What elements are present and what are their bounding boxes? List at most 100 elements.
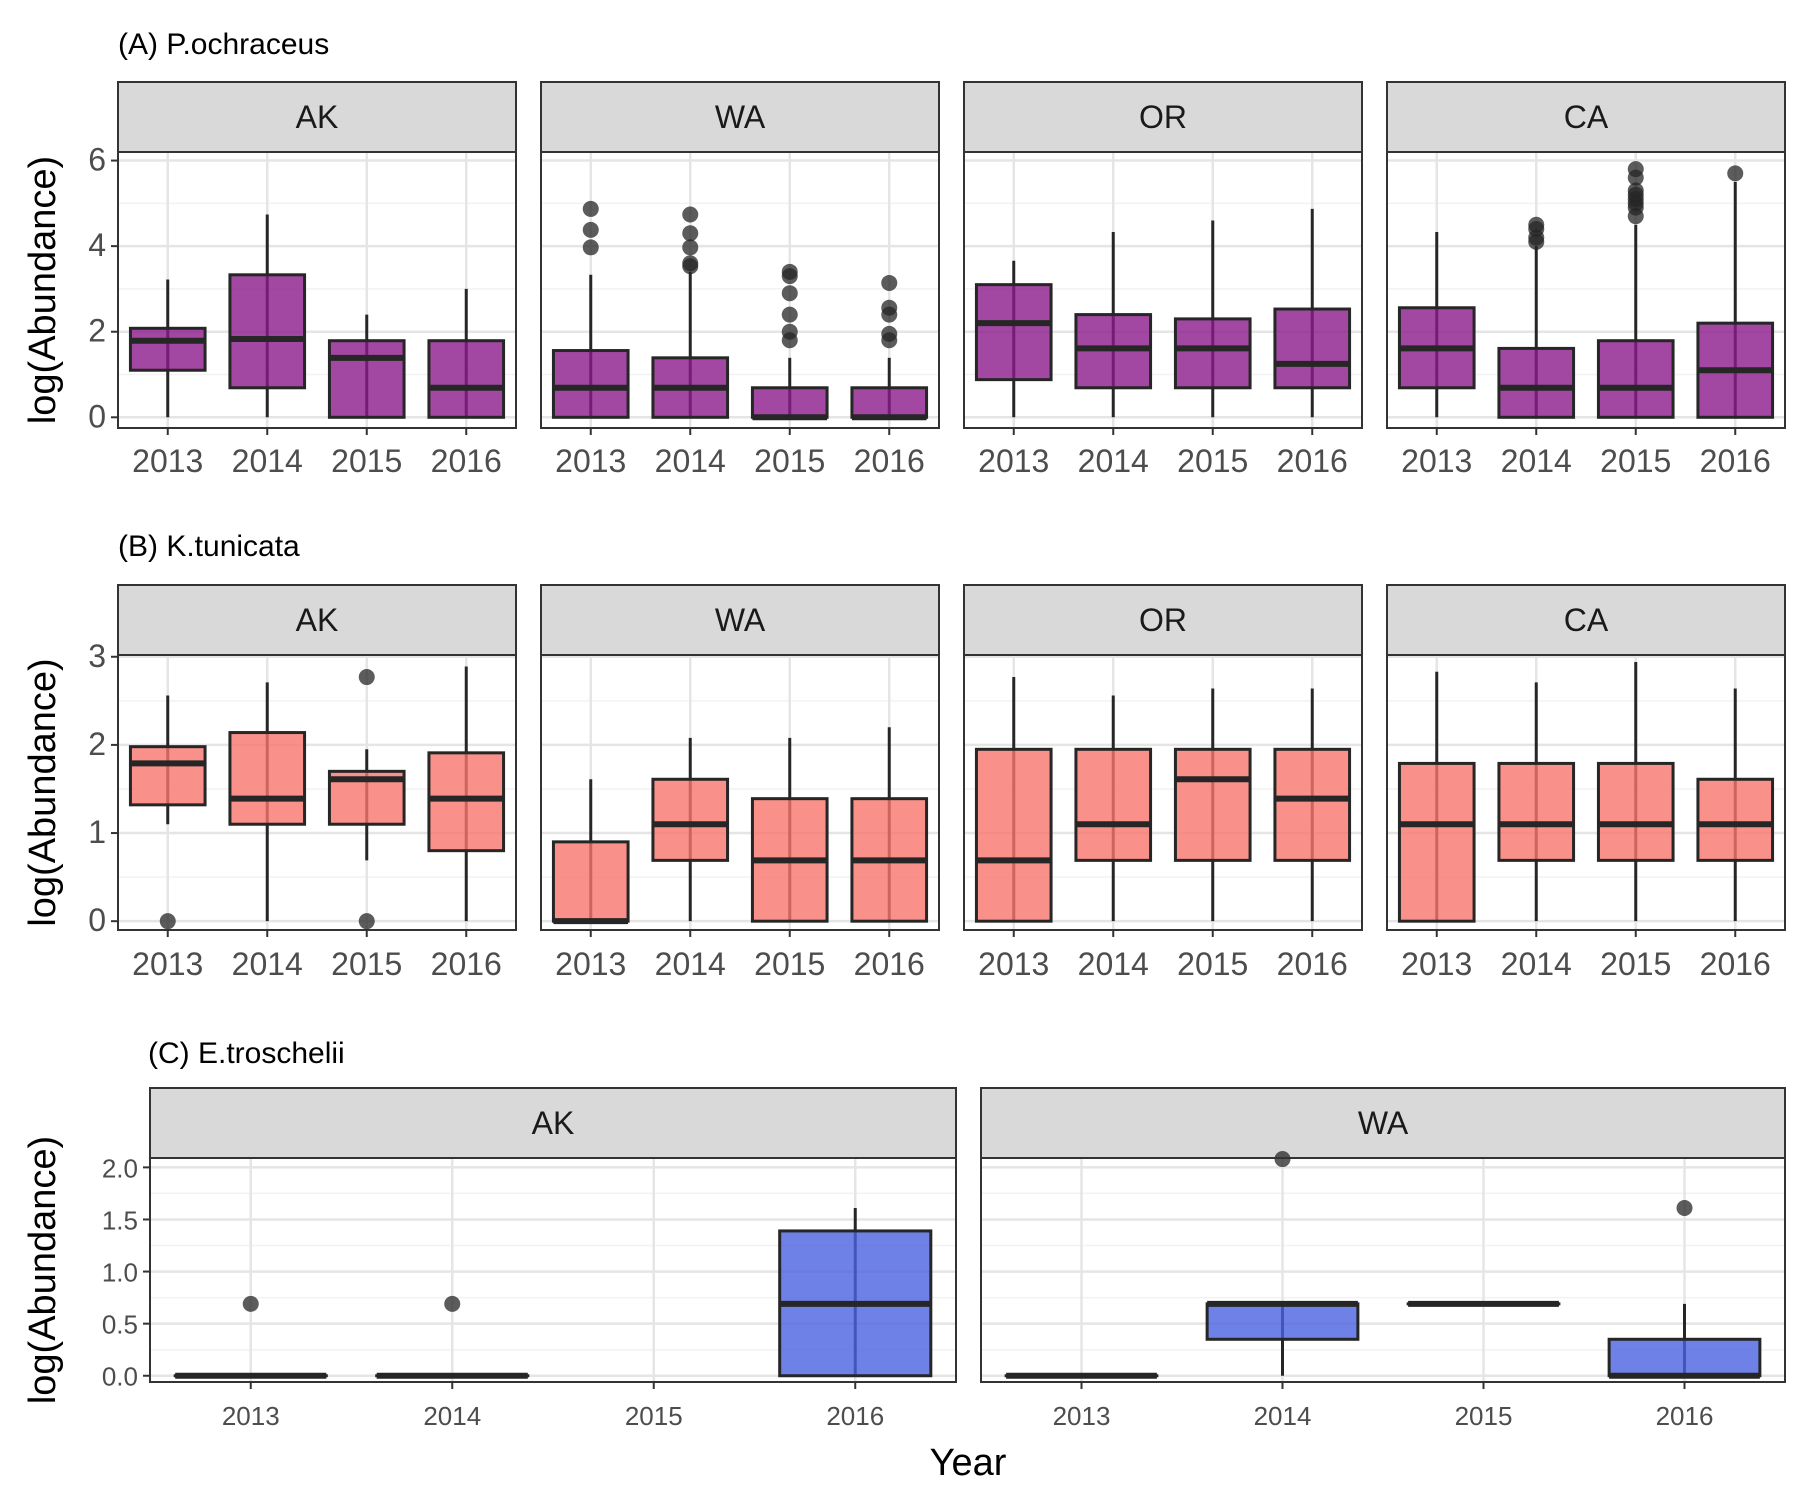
- x-tick-label: 2013: [222, 1401, 280, 1431]
- x-tick-label: 2016: [431, 443, 502, 479]
- box-iqr: [1399, 763, 1474, 921]
- panel-title: (C) E.troschelii: [148, 1037, 345, 1070]
- box-iqr: [429, 341, 504, 418]
- box-iqr: [1175, 749, 1250, 860]
- outlier-point: [1628, 208, 1644, 224]
- x-axis-title: Year: [930, 1442, 1007, 1484]
- y-tick-label: 1.0: [102, 1258, 138, 1288]
- facet-WA: WA 2013 2014 2015 2016: [541, 82, 939, 479]
- outlier-point: [583, 201, 599, 217]
- facet-strip-label: CA: [1564, 99, 1609, 135]
- outlier-point: [359, 669, 375, 685]
- y-tick-label: 0.0: [102, 1362, 138, 1392]
- x-tick-label: 2014: [1501, 443, 1572, 479]
- outlier-point: [583, 222, 599, 238]
- x-tick-label: 2016: [1656, 1401, 1714, 1431]
- x-tick-label: 2016: [854, 443, 925, 479]
- outlier-point: [682, 239, 698, 255]
- x-tick-label: 2014: [1078, 946, 1149, 982]
- box-iqr: [1598, 341, 1673, 418]
- box-iqr: [429, 753, 504, 851]
- x-tick-label: 2016: [854, 946, 925, 982]
- outlier-point: [1275, 1151, 1291, 1167]
- facet-strip-label: AK: [296, 602, 339, 638]
- outlier-point: [881, 332, 897, 348]
- outlier-point: [444, 1296, 460, 1312]
- outlier-point: [782, 332, 798, 348]
- x-tick-label: 2015: [754, 946, 825, 982]
- x-tick-label: 2016: [826, 1401, 884, 1431]
- facet-strip-label: AK: [532, 1105, 575, 1141]
- box-iqr: [329, 341, 404, 418]
- box-iqr: [130, 747, 205, 805]
- y-tick-label: 0: [88, 398, 106, 434]
- facet-strip-label: OR: [1139, 99, 1187, 135]
- box-iqr: [1175, 319, 1250, 388]
- y-axis-title: log(Abundance): [22, 1136, 64, 1404]
- outlier-point: [1528, 234, 1544, 250]
- box-iqr: [1275, 309, 1350, 388]
- x-tick-label: 2013: [555, 443, 626, 479]
- outlier-point: [243, 1296, 259, 1312]
- box-iqr: [1609, 1339, 1760, 1375]
- x-tick-label: 2015: [625, 1401, 683, 1431]
- x-tick-label: 2014: [655, 443, 726, 479]
- x-tick-label: 2014: [1254, 1401, 1312, 1431]
- panel-title: (A) P.ochraceus: [118, 28, 329, 61]
- x-tick-label: 2013: [978, 946, 1049, 982]
- outlier-point: [1677, 1200, 1693, 1216]
- facet-strip-label: WA: [715, 602, 766, 638]
- outlier-point: [682, 258, 698, 274]
- x-tick-label: 2015: [331, 946, 402, 982]
- x-tick-label: 2015: [754, 443, 825, 479]
- x-tick-label: 2014: [232, 443, 303, 479]
- outlier-point: [160, 913, 176, 929]
- y-tick-label: 4: [88, 227, 106, 263]
- box-iqr: [976, 749, 1051, 921]
- y-axis-title: log(Abundance): [22, 156, 64, 424]
- x-tick-label: 2013: [1401, 443, 1472, 479]
- facet-strip-label: AK: [296, 99, 339, 135]
- x-tick-label: 2015: [1600, 443, 1671, 479]
- outlier-point: [682, 206, 698, 222]
- x-tick-label: 2013: [1401, 946, 1472, 982]
- y-tick-label: 2: [88, 313, 106, 349]
- box-iqr: [1275, 749, 1350, 860]
- x-tick-label: 2013: [132, 443, 203, 479]
- box-iqr: [553, 351, 628, 418]
- y-tick-label: 1: [88, 814, 106, 850]
- box-iqr: [1499, 348, 1574, 417]
- box-iqr: [130, 328, 205, 370]
- x-tick-label: 2016: [431, 946, 502, 982]
- x-tick-label: 2015: [1177, 946, 1248, 982]
- x-tick-label: 2015: [1600, 946, 1671, 982]
- x-tick-label: 2015: [1177, 443, 1248, 479]
- box-iqr: [752, 388, 827, 418]
- box-iqr: [1698, 779, 1773, 860]
- y-tick-label: 1.5: [102, 1205, 138, 1235]
- y-tick-label: 0.5: [102, 1310, 138, 1340]
- y-tick-label: 2: [88, 726, 106, 762]
- outlier-point: [359, 913, 375, 929]
- x-tick-label: 2013: [555, 946, 626, 982]
- outlier-point: [782, 307, 798, 323]
- x-tick-label: 2016: [1277, 443, 1348, 479]
- facet-strip-label: WA: [715, 99, 766, 135]
- box-iqr: [230, 733, 305, 825]
- outlier-point: [583, 239, 599, 255]
- y-tick-label: 2.0: [102, 1153, 138, 1183]
- box-2016: [780, 1208, 931, 1376]
- x-tick-label: 2016: [1700, 946, 1771, 982]
- outlier-point: [682, 225, 698, 241]
- x-tick-label: 2013: [978, 443, 1049, 479]
- x-tick-label: 2013: [132, 946, 203, 982]
